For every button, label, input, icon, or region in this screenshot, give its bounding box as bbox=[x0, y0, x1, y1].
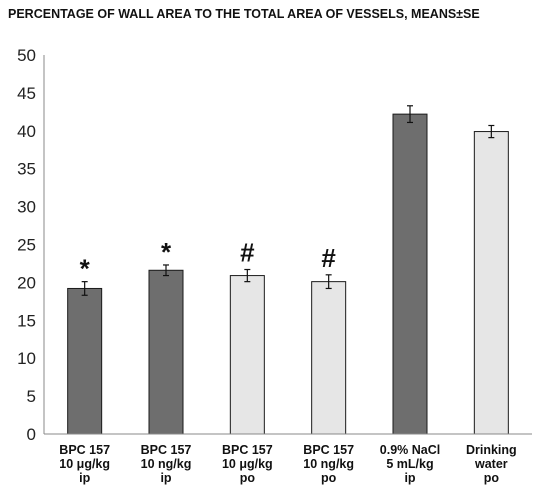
y-tick-label: 20 bbox=[17, 273, 36, 292]
y-tick-label: 5 bbox=[27, 387, 36, 406]
x-tick-label: water bbox=[474, 457, 508, 471]
y-tick-label: 15 bbox=[17, 311, 36, 330]
x-tick-label: 10 μg/kg bbox=[59, 457, 110, 471]
x-tick-label: po bbox=[240, 471, 256, 485]
y-tick-label: 35 bbox=[17, 160, 36, 179]
x-tick-label: ip bbox=[79, 471, 90, 485]
y-tick-label: 50 bbox=[17, 46, 36, 65]
significance-marker: * bbox=[161, 237, 172, 267]
y-tick-label: 0 bbox=[27, 425, 36, 444]
x-tick-label: po bbox=[321, 471, 337, 485]
y-tick-label: 10 bbox=[17, 349, 36, 368]
significance-marker: # bbox=[321, 243, 336, 273]
x-tick-label: 10 ng/kg bbox=[303, 457, 354, 471]
y-tick-label: 40 bbox=[17, 122, 36, 141]
y-tick-label: 25 bbox=[17, 236, 36, 255]
chart-title: PERCENTAGE OF WALL AREA TO THE TOTAL ARE… bbox=[8, 7, 480, 21]
x-tick-label: ip bbox=[160, 471, 171, 485]
significance-marker: * bbox=[80, 254, 91, 284]
x-tick-label: ip bbox=[404, 471, 415, 485]
x-tick-label: BPC 157 bbox=[303, 443, 354, 457]
x-tick-label: 10 ng/kg bbox=[141, 457, 192, 471]
bar bbox=[229, 275, 265, 435]
x-tick-label: 0.9% NaCl bbox=[380, 443, 440, 457]
x-tick-label: 10 μg/kg bbox=[222, 457, 273, 471]
x-tick-label: BPC 157 bbox=[59, 443, 110, 457]
bar bbox=[67, 287, 103, 435]
bar bbox=[473, 131, 509, 435]
bar bbox=[392, 113, 428, 435]
bar bbox=[311, 281, 347, 435]
y-tick-label: 45 bbox=[17, 84, 36, 103]
x-tick-label: BPC 157 bbox=[222, 443, 273, 457]
x-tick-label: 5 mL/kg bbox=[386, 457, 433, 471]
x-tick-label: Drinking bbox=[466, 443, 517, 457]
x-tick-label: po bbox=[484, 471, 500, 485]
significance-marker: # bbox=[240, 238, 255, 268]
y-tick-label: 30 bbox=[17, 198, 36, 217]
x-tick-label: BPC 157 bbox=[141, 443, 192, 457]
bar bbox=[148, 269, 184, 435]
